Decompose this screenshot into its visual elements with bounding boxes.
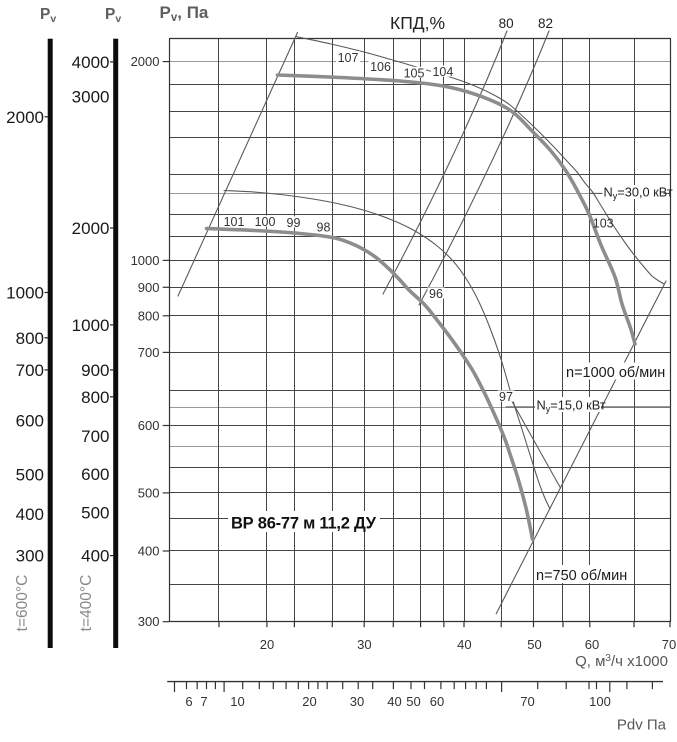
svg-text:20: 20 (302, 694, 316, 709)
svg-text:100: 100 (589, 694, 611, 709)
svg-text:103: 103 (593, 217, 614, 231)
svg-text:1000: 1000 (6, 284, 44, 303)
svg-text:600: 600 (138, 418, 160, 433)
svg-text:1000: 1000 (131, 253, 160, 268)
svg-text:7: 7 (200, 694, 207, 709)
svg-text:800: 800 (16, 329, 44, 348)
svg-text:60: 60 (585, 637, 599, 652)
svg-text:t=400°C: t=400°C (78, 575, 95, 632)
svg-text:10: 10 (230, 694, 244, 709)
svg-text:Pv, Па: Pv, Па (160, 3, 209, 24)
svg-text:600: 600 (81, 465, 109, 484)
svg-text:n=750 об/мин: n=750 об/мин (536, 568, 627, 584)
svg-text:3000: 3000 (72, 88, 110, 107)
svg-text:30: 30 (357, 637, 371, 652)
svg-text:4000: 4000 (72, 53, 110, 72)
svg-text:600: 600 (16, 411, 44, 430)
svg-text:2000: 2000 (72, 219, 110, 238)
svg-text:n=1000 об/мин: n=1000 об/мин (566, 365, 665, 381)
svg-text:Q, м3/ч x1000: Q, м3/ч x1000 (575, 653, 668, 670)
svg-text:70: 70 (662, 637, 676, 652)
svg-text:50: 50 (406, 694, 420, 709)
svg-text:2000: 2000 (6, 108, 44, 127)
svg-text:30: 30 (350, 694, 364, 709)
svg-text:700: 700 (81, 427, 109, 446)
svg-text:500: 500 (81, 504, 109, 523)
svg-text:900: 900 (81, 361, 109, 380)
svg-text:40: 40 (387, 694, 401, 709)
svg-text:КПД,%: КПД,% (390, 13, 445, 33)
svg-text:t=600°C: t=600°C (14, 575, 31, 632)
svg-text:Pdv Па: Pdv Па (617, 717, 667, 734)
svg-text:105: 105 (404, 67, 425, 81)
svg-text:97: 97 (499, 390, 513, 404)
svg-text:500: 500 (16, 465, 44, 484)
svg-text:700: 700 (16, 361, 44, 380)
svg-text:300: 300 (16, 547, 44, 566)
svg-text:40: 40 (457, 637, 471, 652)
svg-text:300: 300 (138, 614, 160, 629)
svg-text:99: 99 (287, 216, 301, 230)
svg-text:ВР 86-77 м 11,2 ДУ: ВР 86-77 м 11,2 ДУ (231, 515, 377, 533)
svg-text:1000: 1000 (72, 316, 110, 335)
svg-text:104: 104 (432, 65, 453, 79)
svg-text:800: 800 (138, 308, 160, 323)
svg-text:2000: 2000 (131, 54, 160, 69)
svg-text:500: 500 (138, 485, 160, 500)
svg-text:107: 107 (338, 51, 359, 65)
svg-text:20: 20 (260, 637, 274, 652)
svg-text:101: 101 (224, 215, 245, 229)
svg-text:Ny=30,0 кВт: Ny=30,0 кВт (604, 185, 673, 202)
svg-text:96: 96 (429, 287, 443, 301)
svg-text:70: 70 (520, 694, 534, 709)
svg-text:400: 400 (16, 505, 44, 524)
svg-text:700: 700 (138, 345, 160, 360)
svg-text:100: 100 (255, 215, 276, 229)
svg-text:98: 98 (317, 220, 331, 234)
svg-text:6: 6 (185, 694, 192, 709)
svg-text:50: 50 (527, 637, 541, 652)
svg-text:Ny=15,0 кВт: Ny=15,0 кВт (537, 398, 606, 415)
svg-text:400: 400 (138, 544, 160, 559)
svg-text:82: 82 (538, 16, 553, 31)
svg-text:800: 800 (81, 388, 109, 407)
svg-text:900: 900 (138, 280, 160, 295)
svg-text:60: 60 (430, 694, 444, 709)
svg-text:80: 80 (499, 16, 514, 31)
svg-text:106: 106 (370, 60, 391, 74)
svg-text:400: 400 (81, 547, 109, 566)
